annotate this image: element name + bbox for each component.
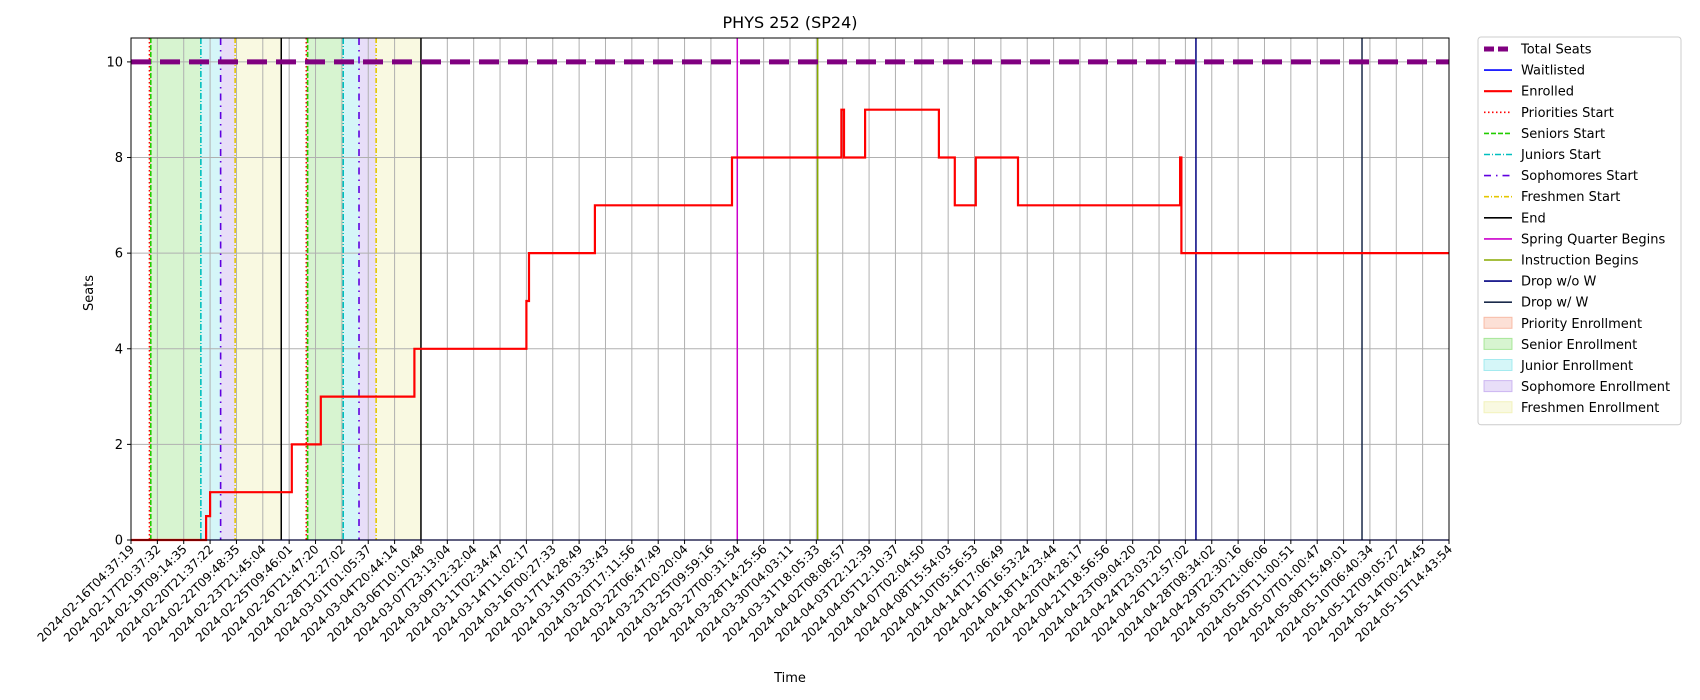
legend-item: Spring Quarter Begins	[1484, 232, 1665, 247]
legend-item: Drop w/ W	[1484, 296, 1589, 311]
legend-swatch	[1483, 401, 1513, 414]
legend-label: Sophomore Enrollment	[1521, 380, 1670, 395]
x-axis-label: Time	[773, 671, 806, 686]
legend-swatch	[1483, 316, 1513, 329]
legend-item: Priority Enrollment	[1483, 316, 1642, 332]
legend-label: Spring Quarter Begins	[1521, 232, 1665, 247]
legend-label: Drop w/ W	[1521, 296, 1589, 311]
y-tick-label: 10	[106, 55, 123, 70]
y-axis-label: Seats	[82, 275, 97, 311]
y-tick-label: 4	[115, 342, 123, 357]
y-tick-label: 6	[115, 247, 123, 262]
legend-item: Instruction Begins	[1484, 254, 1639, 269]
legend-label: Drop w/o W	[1521, 275, 1597, 290]
legend-label: End	[1521, 211, 1546, 226]
legend-label: Enrolled	[1521, 85, 1574, 100]
span-junior-enrollment	[343, 38, 360, 540]
y-tick-label: 2	[115, 438, 123, 453]
span-priority-enrollment	[149, 38, 151, 540]
span-sophomore-enrollment	[359, 38, 377, 540]
legend-swatch	[1483, 380, 1513, 393]
legend-label: Priorities Start	[1521, 106, 1614, 121]
legend: Total Seats Waitlisted Enrolled Priorities …	[1477, 36, 1682, 426]
legend-swatch	[1483, 337, 1513, 350]
legend-item: Waitlisted	[1484, 64, 1585, 79]
legend-item: Sophomore Enrollment	[1483, 380, 1670, 395]
enrollment-period-spans	[149, 38, 421, 540]
legend-label: Total Seats	[1520, 43, 1592, 58]
series-enrolled	[131, 108, 1449, 542]
legend-item: Enrolled	[1484, 85, 1574, 100]
legend-label: Priority Enrollment	[1521, 317, 1642, 332]
legend-label: Freshmen Enrollment	[1521, 401, 1659, 416]
legend-item: Sophomores Start	[1484, 169, 1638, 184]
legend-item: Senior Enrollment	[1483, 337, 1637, 353]
y-tick-label: 8	[115, 151, 123, 166]
legend-swatch	[1483, 359, 1513, 371]
legend-item: Junior Enrollment	[1483, 359, 1633, 374]
legend-frame	[1477, 36, 1682, 426]
span-senior-enrollment	[307, 38, 344, 540]
legend-label: Sophomores Start	[1521, 169, 1638, 184]
span-freshmen-enrollment	[235, 38, 282, 540]
legend-item: Priorities Start	[1484, 106, 1614, 121]
y-tick-label: 0	[115, 534, 123, 549]
legend-label: Junior Enrollment	[1520, 359, 1633, 374]
y-axis: 0 2 4 6 8 10	[106, 55, 131, 549]
span-freshmen-enrollment	[376, 38, 421, 540]
span-senior-enrollment	[150, 38, 201, 540]
legend-label: Seniors Start	[1521, 127, 1605, 142]
legend-item: Freshmen Start	[1484, 190, 1620, 205]
legend-label: Instruction Begins	[1521, 254, 1639, 269]
span-sophomore-enrollment	[220, 38, 236, 540]
span-junior-enrollment	[200, 38, 221, 540]
legend-label: Waitlisted	[1521, 64, 1585, 79]
chart-title: PHYS 252 (SP24)	[723, 13, 858, 32]
span-priority-enrollment	[306, 38, 308, 540]
legend-label: Senior Enrollment	[1521, 338, 1637, 353]
legend-item: End	[1484, 211, 1546, 226]
legend-item: Total Seats	[1484, 43, 1592, 58]
legend-item: Freshmen Enrollment	[1483, 401, 1659, 416]
legend-label: Freshmen Start	[1521, 190, 1620, 205]
milestone-lines	[148, 38, 1363, 540]
legend-item: Seniors Start	[1484, 127, 1605, 142]
legend-item: Drop w/o W	[1484, 275, 1597, 290]
legend-item: Juniors Start	[1484, 148, 1601, 163]
legend-label: Juniors Start	[1520, 148, 1601, 163]
x-axis: 2024-02-16T04:37:192024-02-17T20:37:3220…	[35, 540, 1455, 645]
